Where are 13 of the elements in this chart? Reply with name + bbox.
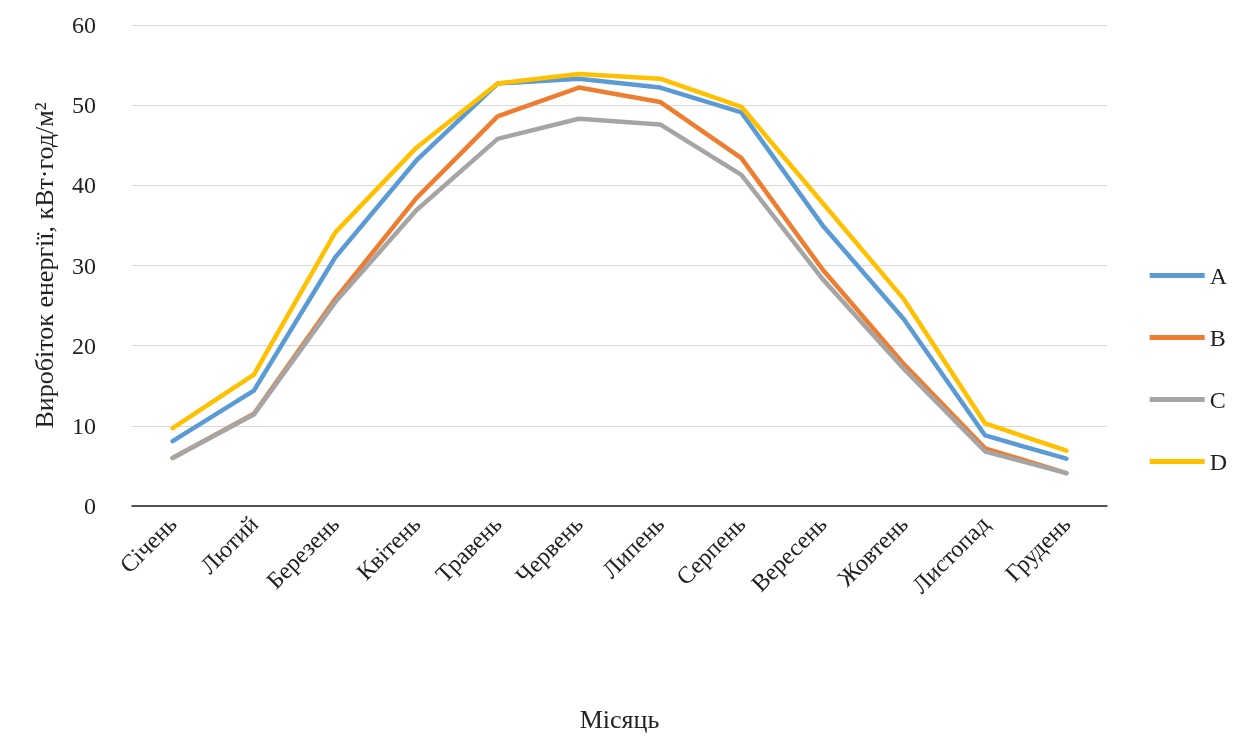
y-tick-label: 30 [72, 252, 96, 279]
legend-label: A [1209, 262, 1228, 289]
x-axis-title: Місяць [579, 704, 660, 734]
y-tick-label: 10 [72, 412, 96, 439]
y-tick-label: 40 [72, 172, 96, 199]
y-tick-label: 0 [84, 493, 96, 519]
y-tick-label: 50 [72, 92, 96, 119]
y-axis-title: Виробіток енергії, кВт·год/м² [29, 102, 59, 429]
y-tick-label: 20 [72, 332, 96, 359]
legend-label: B [1209, 324, 1226, 351]
legend-label: C [1209, 386, 1226, 413]
y-tick-label: 60 [72, 12, 96, 38]
legend-label: D [1209, 448, 1228, 475]
